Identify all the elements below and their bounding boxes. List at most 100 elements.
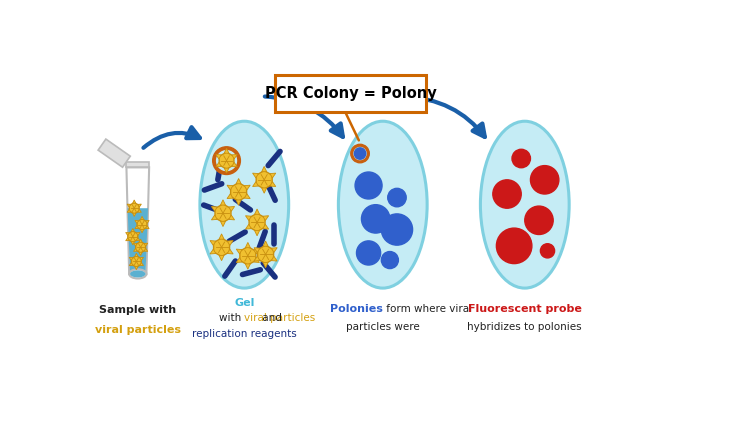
Polygon shape xyxy=(137,219,147,230)
Circle shape xyxy=(493,180,521,208)
Polygon shape xyxy=(135,220,139,223)
Polygon shape xyxy=(215,204,231,222)
Polygon shape xyxy=(271,248,277,252)
Polygon shape xyxy=(129,203,139,214)
Polygon shape xyxy=(210,241,216,245)
Polygon shape xyxy=(128,208,148,274)
Text: Sample with: Sample with xyxy=(99,305,177,315)
Polygon shape xyxy=(244,194,250,199)
Polygon shape xyxy=(227,185,233,190)
Text: Polonies: Polonies xyxy=(330,304,383,314)
Polygon shape xyxy=(224,168,229,173)
Polygon shape xyxy=(227,241,233,245)
Circle shape xyxy=(496,228,532,264)
Polygon shape xyxy=(98,139,130,167)
Polygon shape xyxy=(253,173,259,178)
FancyBboxPatch shape xyxy=(275,75,427,111)
Ellipse shape xyxy=(200,121,289,288)
Text: viral particles: viral particles xyxy=(244,313,315,323)
Polygon shape xyxy=(221,200,226,205)
Polygon shape xyxy=(144,243,148,246)
Polygon shape xyxy=(125,232,129,235)
Circle shape xyxy=(381,214,413,245)
Polygon shape xyxy=(236,200,241,205)
Polygon shape xyxy=(140,263,144,266)
Text: viral particles: viral particles xyxy=(95,325,181,335)
Circle shape xyxy=(354,147,366,159)
Ellipse shape xyxy=(339,121,427,288)
Polygon shape xyxy=(127,210,130,213)
Polygon shape xyxy=(140,257,144,260)
Circle shape xyxy=(351,144,369,163)
Polygon shape xyxy=(263,216,269,221)
Ellipse shape xyxy=(480,121,569,288)
Polygon shape xyxy=(126,167,149,274)
Text: and: and xyxy=(207,313,281,323)
Polygon shape xyxy=(211,206,217,211)
Polygon shape xyxy=(133,248,137,251)
Polygon shape xyxy=(246,224,251,229)
Polygon shape xyxy=(211,215,217,220)
Polygon shape xyxy=(216,155,221,159)
Polygon shape xyxy=(146,226,150,229)
Polygon shape xyxy=(262,166,267,172)
Text: particles were: particles were xyxy=(346,322,419,332)
Text: PCR Colony = Polony: PCR Colony = Polony xyxy=(265,86,437,101)
Polygon shape xyxy=(139,252,142,255)
Polygon shape xyxy=(210,249,216,254)
Polygon shape xyxy=(131,256,141,267)
Polygon shape xyxy=(129,257,133,260)
Polygon shape xyxy=(271,256,277,261)
Polygon shape xyxy=(249,213,265,232)
Circle shape xyxy=(540,244,555,258)
Circle shape xyxy=(356,241,380,265)
Polygon shape xyxy=(224,148,229,153)
Polygon shape xyxy=(254,249,259,254)
Polygon shape xyxy=(131,229,134,232)
Polygon shape xyxy=(129,263,133,266)
Polygon shape xyxy=(135,267,138,270)
Polygon shape xyxy=(136,241,146,253)
Polygon shape xyxy=(219,255,224,260)
Polygon shape xyxy=(262,188,267,193)
Polygon shape xyxy=(144,248,148,251)
Polygon shape xyxy=(135,253,138,257)
Polygon shape xyxy=(136,232,140,235)
Polygon shape xyxy=(236,178,241,184)
Circle shape xyxy=(512,149,531,168)
Polygon shape xyxy=(221,221,226,226)
Polygon shape xyxy=(254,231,259,236)
Circle shape xyxy=(355,172,382,199)
Polygon shape xyxy=(240,247,256,265)
Polygon shape xyxy=(263,263,268,268)
Polygon shape xyxy=(227,249,233,254)
Polygon shape xyxy=(232,155,237,159)
Ellipse shape xyxy=(129,269,147,279)
Polygon shape xyxy=(133,200,136,203)
Polygon shape xyxy=(229,215,235,220)
Polygon shape xyxy=(253,182,259,187)
Circle shape xyxy=(361,205,390,233)
Ellipse shape xyxy=(130,270,146,277)
Polygon shape xyxy=(141,229,144,233)
Polygon shape xyxy=(219,152,234,169)
Polygon shape xyxy=(127,204,130,207)
Polygon shape xyxy=(133,243,137,246)
Polygon shape xyxy=(254,256,259,261)
Polygon shape xyxy=(270,182,276,187)
Polygon shape xyxy=(131,241,134,245)
Polygon shape xyxy=(136,238,140,241)
Polygon shape xyxy=(246,242,251,248)
Polygon shape xyxy=(231,183,246,201)
Circle shape xyxy=(354,148,366,159)
Circle shape xyxy=(217,151,237,171)
Polygon shape xyxy=(232,162,237,167)
Polygon shape xyxy=(256,171,272,189)
Circle shape xyxy=(381,251,399,269)
Polygon shape xyxy=(135,226,139,229)
Polygon shape xyxy=(246,216,251,221)
Polygon shape xyxy=(244,185,250,190)
Text: Fluorescent probe: Fluorescent probe xyxy=(468,304,582,314)
Polygon shape xyxy=(254,257,259,263)
Polygon shape xyxy=(257,245,273,264)
